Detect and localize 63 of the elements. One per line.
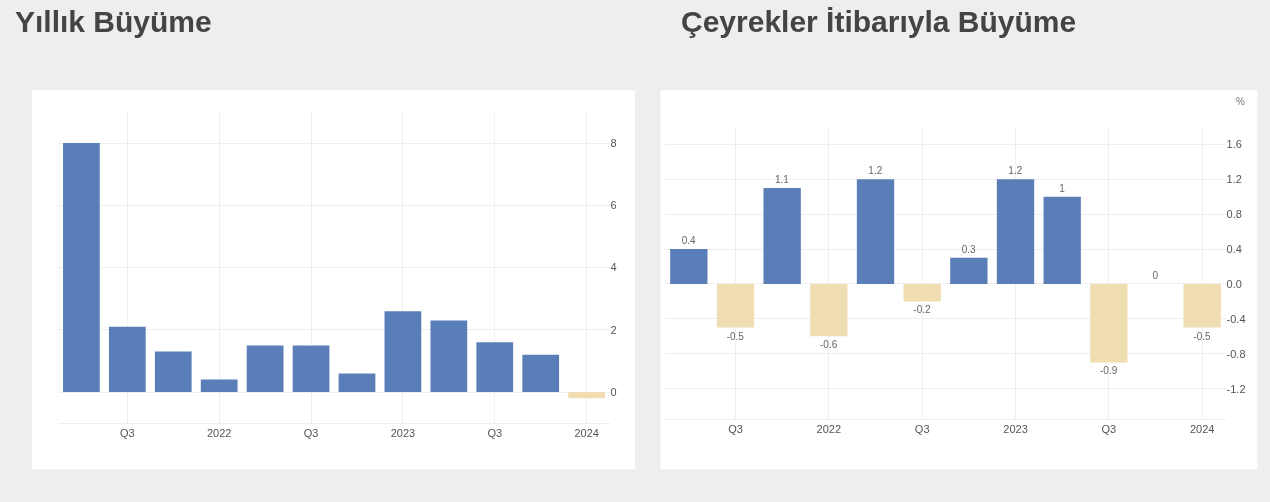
y-tick-label: 1.6 xyxy=(1226,138,1242,151)
bar xyxy=(856,179,895,284)
bar xyxy=(763,188,801,284)
y-tick-label: 4 xyxy=(610,261,617,274)
y-tick-label: 0 xyxy=(610,385,617,398)
x-tick-label: Q3 xyxy=(487,427,503,440)
bar xyxy=(568,392,606,399)
bar xyxy=(108,326,146,393)
data-label: 0.4 xyxy=(681,235,696,247)
bar xyxy=(338,373,376,393)
bar xyxy=(996,179,1035,284)
x-tick-label: 2023 xyxy=(390,427,416,440)
bar xyxy=(384,311,422,393)
data-label: -0.5 xyxy=(726,330,745,342)
chart-title: Yıllık Büyüme xyxy=(15,5,212,38)
bar xyxy=(1183,283,1221,328)
x-tick-label: 2024 xyxy=(1189,423,1215,436)
y-tick-label: 1.2 xyxy=(1226,173,1242,186)
bar xyxy=(1043,196,1081,284)
bar xyxy=(63,143,100,393)
data-label: -0.5 xyxy=(1193,330,1212,342)
data-label: -0.6 xyxy=(819,339,838,351)
data-label: 1.2 xyxy=(868,165,883,177)
bar xyxy=(430,320,468,393)
x-tick-label: 2022 xyxy=(816,423,842,436)
y-tick-label: 6 xyxy=(610,199,617,212)
bar xyxy=(810,283,848,337)
y-tick-label: -0.8 xyxy=(1226,347,1246,360)
bar xyxy=(903,283,941,302)
chart-title: Çeyrekler İtibarıyla Büyüme xyxy=(681,5,1077,38)
data-label: 0.3 xyxy=(961,243,977,255)
x-tick-label: 2022 xyxy=(206,427,232,440)
bar xyxy=(1090,283,1128,363)
y-tick-label: 2 xyxy=(610,323,617,336)
bar xyxy=(950,257,988,284)
y-tick-label: 0.8 xyxy=(1226,208,1242,221)
bar xyxy=(522,354,560,393)
data-label: 1.2 xyxy=(1008,165,1023,177)
y-axis-title: % xyxy=(1236,96,1245,107)
bar xyxy=(246,345,284,393)
bar xyxy=(716,283,755,328)
y-tick-label: 0.0 xyxy=(1226,277,1242,290)
x-tick-label: Q3 xyxy=(303,427,319,440)
data-label: 1.1 xyxy=(774,174,790,186)
y-tick-label: 0.4 xyxy=(1226,242,1242,255)
bar xyxy=(670,249,708,284)
bar xyxy=(154,351,192,393)
x-tick-label: 2023 xyxy=(1003,423,1028,436)
data-label: 1 xyxy=(1059,182,1066,194)
y-tick-label: -0.4 xyxy=(1226,312,1246,325)
x-tick-label: 2024 xyxy=(574,427,599,440)
y-tick-label: 8 xyxy=(610,136,617,149)
bar xyxy=(476,342,514,393)
bar xyxy=(292,345,330,393)
x-tick-label: Q3 xyxy=(914,423,930,436)
x-tick-label: Q3 xyxy=(728,423,743,436)
y-tick-label: -1.2 xyxy=(1226,382,1246,395)
bar xyxy=(200,379,238,393)
data-label: -0.2 xyxy=(913,304,932,316)
data-label: 0 xyxy=(1152,269,1159,281)
data-label: -0.9 xyxy=(1100,365,1118,377)
x-tick-label: Q3 xyxy=(119,427,135,440)
x-tick-label: Q3 xyxy=(1101,423,1117,436)
